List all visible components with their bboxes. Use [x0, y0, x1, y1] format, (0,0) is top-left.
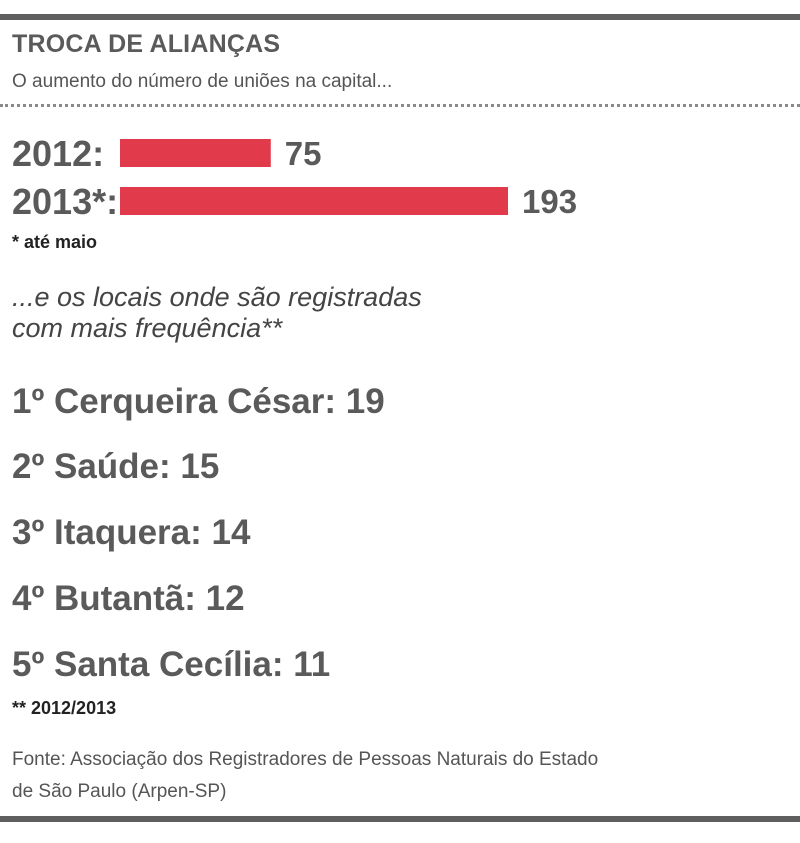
ranking-intro-line2: com mais frequência**	[12, 313, 283, 343]
source-line1: Fonte: Associação dos Registradores de P…	[12, 749, 599, 770]
ranking-intro-line1: ...e os locais onde são registradas	[12, 282, 422, 312]
rank-item-4: 4º Butantã: 12	[12, 579, 245, 618]
dotted-divider	[0, 104, 800, 107]
bar-value-label: 193	[522, 183, 577, 220]
chart-subtitle: O aumento do número de uniões na capital…	[12, 71, 393, 92]
bottom-rule	[0, 816, 800, 822]
bar	[120, 139, 271, 167]
bar	[120, 187, 508, 215]
rank-item-1: 1º Cerqueira César: 19	[12, 382, 385, 421]
rank-item-3: 3º Itaquera: 14	[12, 513, 251, 552]
bar-category-label: 2013*:	[12, 181, 118, 222]
source-note: Fonte: Associação dos Registradores de P…	[12, 744, 732, 808]
source-line2: de São Paulo (Arpen-SP)	[12, 781, 227, 802]
footnote-until-may: * até maio	[12, 232, 98, 252]
rank-item-2: 2º Saúde: 15	[12, 447, 220, 486]
rank-item-5: 5º Santa Cecília: 11	[12, 645, 331, 684]
ranking-intro: ...e os locais onde são registradas com …	[12, 282, 422, 344]
chart-title: TROCA DE ALIANÇAS	[12, 30, 281, 58]
bar-chart: 2012: 75 2013*: 193	[12, 133, 577, 222]
bar-value-label: 75	[285, 135, 322, 172]
footnote-period: ** 2012/2013	[12, 698, 117, 718]
top-rule	[0, 14, 800, 20]
bar-category-label: 2012:	[12, 133, 104, 174]
